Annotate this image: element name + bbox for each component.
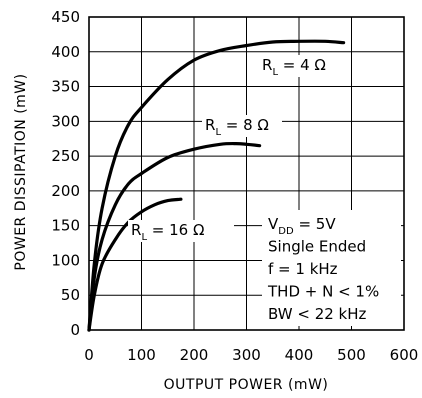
curve-rl-4ohm	[87, 39, 346, 332]
y-axis-title: POWER DISSIPATION (mW)	[13, 73, 29, 270]
y-tick-label: 400	[51, 43, 80, 61]
y-tick-label: 200	[51, 182, 80, 200]
curve-label-1: RL = 4 Ω	[262, 56, 326, 78]
label-backing	[128, 220, 234, 242]
condition-line-3: f = 1 kHz	[268, 260, 338, 278]
x-tick-label: 500	[337, 346, 366, 364]
curve-rl-8ohm	[87, 141, 262, 332]
y-tick-label: 100	[51, 251, 80, 269]
curve-labels: RL = 4 Ω RL = 8 Ω RL = 16 Ω	[128, 55, 326, 243]
plot-frame	[88, 16, 405, 331]
curve-label-2: RL = 8 Ω	[205, 116, 269, 138]
y-tick-label: 150	[51, 217, 80, 235]
y-tick-label: 350	[51, 78, 80, 96]
y-tick-label: 250	[51, 147, 80, 165]
x-axis-title: OUTPUT POWER (mW)	[164, 377, 329, 393]
x-tick-label: 100	[127, 346, 156, 364]
condition-line-5: BW < 22 kHz	[268, 305, 367, 323]
condition-line-4: THD + N < 1%	[267, 283, 379, 301]
x-tick-label: 0	[84, 346, 94, 364]
y-tick-label: 0	[70, 321, 80, 339]
x-tick-label: 300	[232, 346, 261, 364]
y-tick-label: 300	[51, 112, 80, 130]
y-tick-label: 50	[61, 286, 80, 304]
y-tick-label: 450	[51, 8, 80, 26]
curve-rl-16ohm	[87, 197, 183, 332]
y-tick-labels: 0 50 100 150 200 250 300 350 400 450	[51, 8, 80, 339]
x-tick-label: 200	[180, 346, 209, 364]
condition-line-2: Single Ended	[268, 238, 366, 256]
label-backing	[202, 115, 282, 137]
x-tick-label: 400	[285, 346, 314, 364]
condition-line-1: VDD = 5V	[268, 215, 336, 237]
x-tick-label: 600	[390, 346, 419, 364]
label-backing	[259, 55, 321, 77]
conditions-backing	[262, 210, 401, 326]
x-tick-labels: 0 100 200 300 400 500 600	[84, 346, 418, 364]
curve-label-3: RL = 16 Ω	[131, 221, 204, 243]
